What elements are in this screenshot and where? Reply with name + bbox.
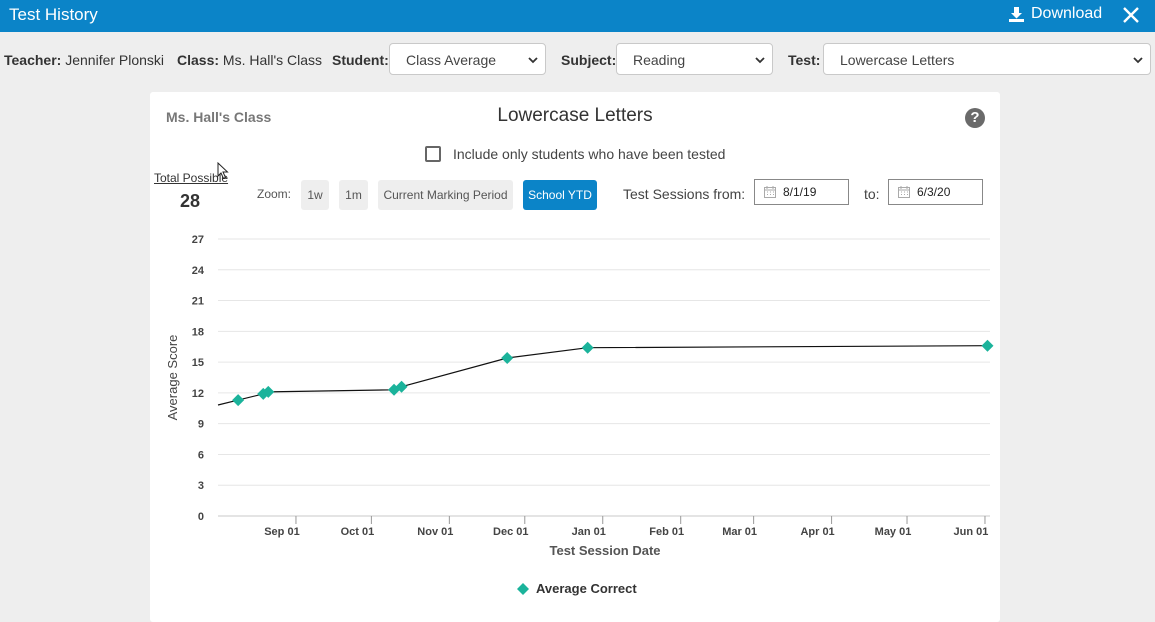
download-label: Download [1031, 5, 1103, 22]
test-label: Test: [788, 52, 821, 68]
x-axis-title: Test Session Date [549, 543, 660, 558]
x-tick-label: Jan 01 [572, 526, 606, 538]
y-tick-label: 21 [192, 296, 204, 308]
x-tick-label: Mar 01 [722, 526, 757, 538]
zoom-1w-button[interactable]: 1w [301, 180, 329, 210]
to-date-value: 6/3/20 [917, 185, 951, 199]
series-line [217, 345, 988, 406]
y-tick-label: 15 [192, 357, 204, 369]
chart-card: Ms. Hall's Class Lowercase Letters ? Inc… [150, 92, 1000, 622]
title-bar: Test History Download [0, 0, 1155, 32]
student-label: Student: [332, 52, 389, 68]
x-tick-label: Apr 01 [800, 526, 834, 538]
y-tick-label: 27 [192, 234, 204, 246]
data-point [501, 352, 514, 365]
y-tick-label: 6 [198, 449, 204, 461]
include-tested-label: Include only students who have been test… [453, 146, 726, 162]
y-tick-label: 24 [192, 265, 205, 277]
filter-bar: Teacher: Jennifer Plonski Class: Ms. Hal… [0, 42, 1155, 76]
card-class-name: Ms. Hall's Class [166, 109, 272, 125]
chevron-down-icon [528, 57, 538, 64]
score-chart: 0 3 6 9 12 15 18 21 24 27 Sep 01 Oct 01 Nov 01 Dec 01… [165, 234, 994, 558]
legend-label: Average Correct [536, 581, 637, 596]
chart-legend[interactable]: Average Correct [516, 581, 637, 596]
zoom-school-ytd-button[interactable]: School YTD [523, 180, 597, 210]
x-tick-label: Dec 01 [493, 526, 528, 538]
total-possible-value: 28 [180, 191, 201, 211]
from-date-field[interactable]: 8/1/19 [754, 179, 849, 205]
x-tick-label: May 01 [875, 526, 912, 538]
data-point [581, 341, 594, 354]
calendar-icon [898, 186, 910, 198]
subject-select[interactable]: Reading [616, 43, 773, 75]
data-point [257, 387, 270, 400]
data-point [981, 339, 994, 352]
x-tick-label: Sep 01 [264, 526, 299, 538]
card-test-name: Lowercase Letters [497, 105, 653, 126]
data-point [232, 394, 245, 407]
data-point [262, 385, 275, 398]
download-icon [1009, 6, 1024, 22]
test-select[interactable]: Lowercase Letters [823, 43, 1151, 75]
test-value: Lowercase Letters [840, 52, 955, 68]
subject-value: Reading [633, 52, 686, 68]
teacher-label: Teacher: [4, 52, 62, 68]
legend-diamond-icon [517, 582, 529, 595]
data-point [395, 380, 408, 393]
calendar-icon [764, 186, 776, 198]
download-button[interactable]: Download [1008, 5, 1102, 23]
chevron-down-icon [755, 57, 765, 64]
class-name: Ms. Hall's Class [222, 52, 323, 68]
class-label: Class: [177, 52, 220, 68]
close-icon[interactable] [1120, 4, 1142, 26]
student-select[interactable]: Class Average [389, 43, 546, 75]
help-icon[interactable]: ? [965, 108, 985, 128]
y-tick-label: 18 [192, 326, 204, 338]
class-info: Class: Ms. Hall's Class [177, 52, 322, 68]
chevron-down-icon [1133, 57, 1143, 64]
zoom-1m-button[interactable]: 1m [339, 180, 368, 210]
subject-label: Subject: [561, 52, 617, 68]
y-tick-label: 3 [198, 480, 204, 492]
sessions-from-label: Test Sessions from: [623, 186, 746, 202]
to-label: to: [864, 186, 880, 202]
y-tick-label: 0 [198, 511, 204, 523]
total-possible-label: Total Possible [154, 171, 229, 185]
y-tick-label: 9 [198, 419, 204, 431]
y-tick-label: 12 [192, 388, 204, 400]
y-axis-title: Average Score [165, 335, 180, 421]
x-tick-label: Feb 01 [649, 526, 684, 538]
to-date-field[interactable]: 6/3/20 [888, 179, 983, 205]
window-title: Test History [9, 5, 98, 24]
teacher-info: Teacher: Jennifer Plonski [4, 52, 164, 68]
mouse-cursor [217, 162, 229, 180]
include-tested-checkbox[interactable] [425, 146, 441, 162]
x-tick-label: Jun 01 [954, 526, 989, 538]
student-value: Class Average [406, 52, 497, 68]
zoom-label: Zoom: [257, 187, 292, 201]
from-date-value: 8/1/19 [783, 185, 817, 199]
x-tick-label: Oct 01 [341, 526, 375, 538]
zoom-marking-period-button[interactable]: Current Marking Period [378, 180, 513, 210]
teacher-name: Jennifer Plonski [65, 52, 165, 68]
x-tick-label: Nov 01 [417, 526, 453, 538]
